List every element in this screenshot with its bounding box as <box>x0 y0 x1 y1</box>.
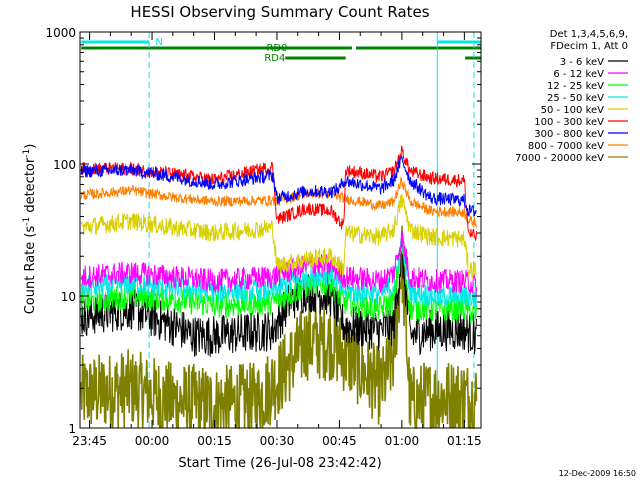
y-axis-label-sup1: -1 <box>22 217 32 226</box>
x-tick-label: 00:15 <box>197 434 232 448</box>
legend-entry-label: 3 - 6 keV <box>560 57 604 68</box>
y-axis-label-sup2: -1 <box>22 149 32 158</box>
series-line-7000-20000-kev <box>80 225 478 430</box>
y-axis-label: Count Rate (s-1 detector-1) <box>22 144 38 315</box>
legend-entry-label: 50 - 100 keV <box>541 105 605 116</box>
y-tick-label: 1000 <box>45 26 76 40</box>
x-tick-label: 00:30 <box>260 434 295 448</box>
y-tick-label: 100 <box>53 158 76 172</box>
y-tick-label: 10 <box>61 290 76 304</box>
x-tick-label: 00:45 <box>322 434 357 448</box>
x-tick-label: 01:15 <box>447 434 482 448</box>
footer-timestamp: 12-Dec-2009 16:50 <box>559 469 636 478</box>
chart-title: HESSI Observing Summary Count Rates <box>130 3 429 21</box>
event-lines <box>148 32 475 428</box>
series-line-300-800-kev <box>80 155 477 217</box>
legend-entry-label: 7000 - 20000 keV <box>515 153 604 164</box>
legend-entry-label: 12 - 25 keV <box>547 81 604 92</box>
legend-header-line: FDecim 1, Att 0 <box>550 41 628 52</box>
series-line-6-12-kev <box>80 230 477 297</box>
series-layer <box>80 145 478 430</box>
legend: Det 1,3,4,5,6,9,FDecim 1, Att 0 3 - 6 keV… <box>515 29 628 164</box>
legend-entry-label: 25 - 50 keV <box>547 93 604 104</box>
y-tick-label: 1 <box>68 422 76 436</box>
flag-label-rd0: RD0 <box>266 43 287 54</box>
x-axis-label: Start Time (26-Jul-08 23:42:42) <box>178 456 381 471</box>
legend-entry-label: 800 - 7000 keV <box>528 141 604 152</box>
legend-entry-label: 6 - 12 keV <box>553 69 604 80</box>
x-tick-label: 23:45 <box>72 434 107 448</box>
x-tick-label: 01:00 <box>385 434 420 448</box>
legend-entry-label: 300 - 800 keV <box>534 129 604 140</box>
series-line-100-300-kev <box>80 145 477 242</box>
plot-frame <box>79 31 482 429</box>
legend-header-line: Det 1,3,4,5,6,9, <box>550 29 628 40</box>
axes: 23:45 00:00 00:15 00:30 00:45 01:00 01:15 1 10 10… <box>45 26 481 448</box>
flag-label-rd4: RD4 <box>264 53 285 64</box>
series-line-12-25-kev <box>80 237 477 325</box>
legend-entry-label: 100 - 300 keV <box>534 117 604 128</box>
x-tick-label: 00:00 <box>135 434 170 448</box>
flag-label-n: N <box>155 37 162 48</box>
series-line-50-100-kev <box>80 193 477 279</box>
